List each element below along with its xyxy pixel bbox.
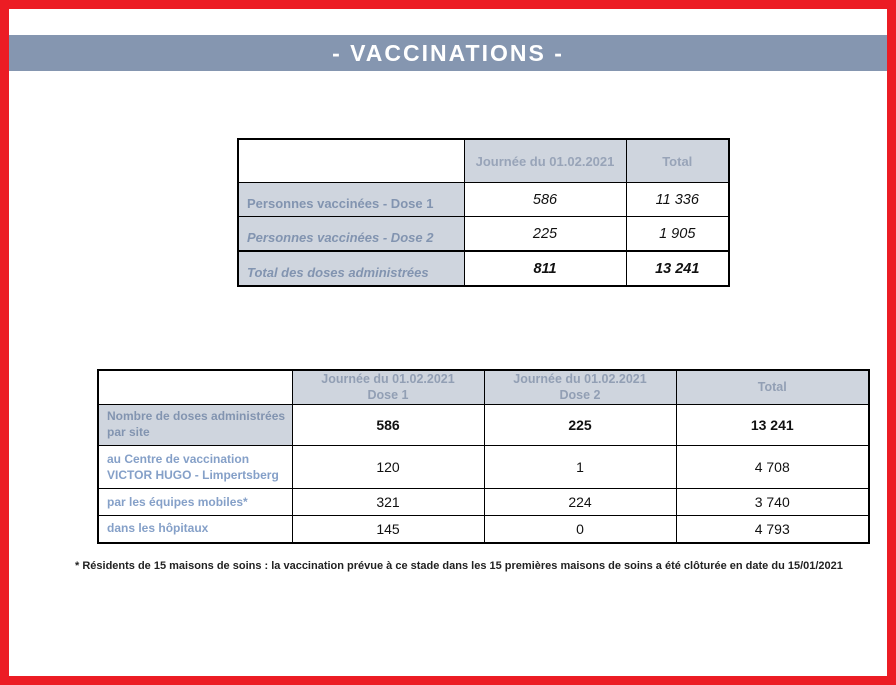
summary-header-row: Journée du 01.02.2021 Total — [237, 138, 730, 183]
equipes-mobiles-dose2: 224 — [483, 488, 677, 517]
equipes-mobiles-total: 3 740 — [675, 488, 870, 517]
victor-hugo-total: 4 708 — [675, 445, 870, 490]
table-row-total: Total des doses administrées 811 13 241 — [237, 250, 730, 287]
site-dose2-header: Journée du 01.02.2021 Dose 2 — [483, 369, 677, 406]
site-totals-total: 13 241 — [675, 404, 870, 447]
table-row-hopitaux: dans les hôpitaux 145 0 4 793 — [97, 515, 870, 544]
site-table: Journée du 01.02.2021 Dose 1 Journée du … — [97, 369, 870, 544]
summary-table: Journée du 01.02.2021 Total Personnes va… — [237, 138, 730, 287]
dose1-total-value: 11 336 — [625, 182, 730, 217]
total-doses-total-value: 13 241 — [625, 250, 730, 287]
equipes-mobiles-dose1: 321 — [291, 488, 485, 517]
table-row: Personnes vaccinées - Dose 1 586 11 336 — [237, 182, 730, 217]
site-dose2-header-line2: Dose 2 — [559, 387, 601, 402]
site-dose1-header: Journée du 01.02.2021 Dose 1 — [291, 369, 485, 406]
site-totals-dose1: 586 — [291, 404, 485, 447]
label-line: par site — [107, 424, 150, 439]
label-line: dans les hôpitaux — [107, 521, 209, 536]
total-doses-day-value: 811 — [463, 250, 627, 287]
table-row-victor-hugo: au Centre de vaccination VICTOR HUGO - L… — [97, 445, 870, 490]
row-label-total-doses: Total des doses administrées — [237, 250, 465, 287]
row-label-dose1: Personnes vaccinées - Dose 1 — [237, 182, 465, 217]
table-row-equipes-mobiles: par les équipes mobiles* 321 224 3 740 — [97, 488, 870, 517]
label-line: au Centre de vaccination — [107, 452, 250, 467]
hopitaux-dose1: 145 — [291, 515, 485, 544]
summary-corner-cell — [237, 138, 465, 183]
site-totals-dose2: 225 — [483, 404, 677, 447]
label-line: VICTOR HUGO - Limpertsberg — [107, 467, 279, 482]
victor-hugo-dose2: 1 — [483, 445, 677, 490]
title-bar: - VACCINATIONS - — [9, 35, 887, 71]
victor-hugo-dose1: 120 — [291, 445, 485, 490]
dose2-day-value: 225 — [463, 216, 627, 252]
dose1-day-value: 586 — [463, 182, 627, 217]
row-label-hopitaux: dans les hôpitaux — [97, 515, 293, 544]
summary-date-header: Journée du 01.02.2021 — [463, 138, 627, 183]
summary-total-header: Total — [625, 138, 730, 183]
hopitaux-dose2: 0 — [483, 515, 677, 544]
row-label-dose2: Personnes vaccinées - Dose 2 — [237, 216, 465, 252]
label-line: par les équipes mobiles* — [107, 494, 248, 509]
site-header-row: Journée du 01.02.2021 Dose 1 Journée du … — [97, 369, 870, 406]
table-row: Personnes vaccinées - Dose 2 225 1 905 — [237, 216, 730, 252]
footnote: * Résidents de 15 maisons de soins : la … — [75, 560, 843, 572]
site-corner-cell — [97, 369, 293, 406]
dose2-total-value: 1 905 — [625, 216, 730, 252]
site-dose1-header-line1: Journée du 01.02.2021 — [321, 372, 455, 386]
site-dose1-header-line2: Dose 1 — [367, 387, 409, 402]
page-title: - VACCINATIONS - — [332, 39, 564, 66]
row-label-equipes-mobiles: par les équipes mobiles* — [97, 488, 293, 517]
table-row-site-totals: Nombre de doses administrées par site 58… — [97, 404, 870, 447]
site-total-header: Total — [675, 369, 870, 406]
hopitaux-total: 4 793 — [675, 515, 870, 544]
site-dose2-header-line1: Journée du 01.02.2021 — [513, 372, 647, 386]
row-label-victor-hugo: au Centre de vaccination VICTOR HUGO - L… — [97, 445, 293, 490]
row-label-doses-par-site: Nombre de doses administrées par site — [97, 404, 293, 447]
label-line: Nombre de doses administrées — [107, 409, 286, 424]
